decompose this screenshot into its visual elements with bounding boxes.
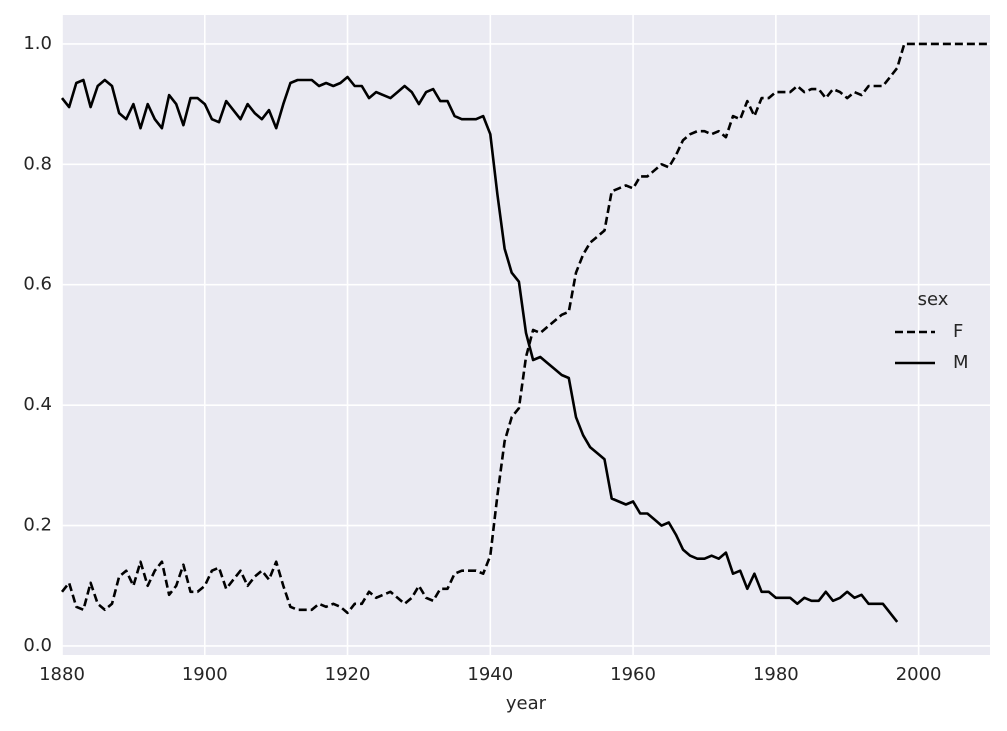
legend-label: F <box>953 321 963 342</box>
x-tick-label: 1980 <box>753 664 799 685</box>
x-tick-label: 1920 <box>325 664 371 685</box>
x-axis-label: year <box>506 693 547 714</box>
legend-label: M <box>953 352 969 373</box>
y-tick-label: 0.6 <box>23 274 52 295</box>
line-series <box>60 42 990 615</box>
legend-title: sex <box>918 289 949 310</box>
line-series <box>60 75 899 623</box>
y-tick-label: 1.0 <box>23 33 52 54</box>
x-tick-label: 1960 <box>610 664 656 685</box>
x-tick-label: 2000 <box>896 664 942 685</box>
x-tick-label: 1880 <box>39 664 85 685</box>
y-tick-label: 0.8 <box>23 153 52 174</box>
x-tick-label: 1900 <box>182 664 228 685</box>
x-tick-label: 1940 <box>467 664 513 685</box>
y-tick-label: 0.0 <box>23 635 52 656</box>
y-tick-label: 0.2 <box>23 515 52 536</box>
y-tick-label: 0.4 <box>23 394 52 415</box>
